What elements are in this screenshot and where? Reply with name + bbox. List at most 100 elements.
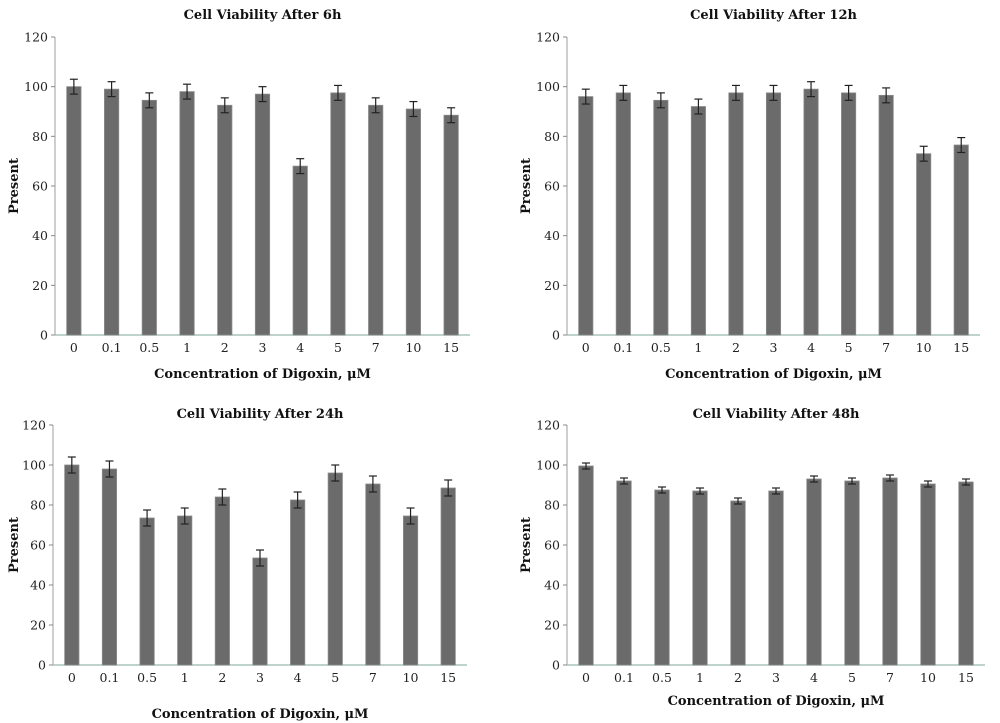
x-tick-label: 2 [221,340,229,355]
x-tick-label: 2 [734,670,742,685]
bar [616,480,632,666]
bar [878,94,894,336]
x-tick-label: 0.5 [139,340,159,355]
x-tick-label: 4 [296,340,304,355]
bar [728,92,744,336]
x-tick-label: 15 [443,340,459,355]
x-tick-label: 7 [886,670,894,685]
x-tick-label: 0.1 [102,340,122,355]
bar [365,483,381,666]
y-tick-label: 20 [544,618,560,633]
x-tick-label: 3 [772,670,780,685]
bar [916,153,932,336]
y-tick-label: 0 [40,328,48,343]
y-tick-label: 60 [30,538,46,553]
bar [177,515,193,666]
x-tick-label: 15 [440,670,456,685]
y-tick-label: 100 [536,79,560,94]
bar [841,92,857,336]
y-tick-label: 20 [32,278,48,293]
x-axis-label: Concentration of Digoxin, μM [668,694,885,709]
x-axis-label: Concentration of Digoxin, μM [665,367,882,382]
y-tick-label: 120 [22,418,46,433]
bar [578,465,594,666]
y-tick-label: 60 [32,179,48,194]
x-tick-label: 5 [848,670,856,685]
bar [440,487,456,666]
x-tick-label: 1 [694,340,702,355]
y-tick-label: 80 [544,498,560,513]
bar [578,96,594,336]
bar [64,464,80,666]
y-tick-label: 100 [22,458,46,473]
y-axis-label: Present [7,517,22,573]
bar [66,86,82,336]
x-tick-label: 7 [882,340,890,355]
y-tick-label: 40 [544,228,560,243]
x-tick-label: 7 [369,670,377,685]
x-tick-label: 3 [256,670,264,685]
x-tick-label: 1 [181,670,189,685]
bar [806,478,822,666]
y-tick-label: 20 [30,618,46,633]
bar [104,88,120,336]
y-tick-label: 60 [544,179,560,194]
bar [958,481,974,666]
bar [141,99,157,336]
x-tick-label: 0 [70,340,78,355]
y-tick-label: 0 [38,658,46,673]
x-tick-label: 0.1 [614,670,634,685]
x-tick-label: 0.1 [613,340,633,355]
x-tick-label: 0.1 [100,670,120,685]
y-tick-label: 40 [32,228,48,243]
bar [443,114,459,336]
bar [654,489,670,666]
x-tick-label: 4 [807,340,815,355]
bar [327,472,343,666]
y-tick-label: 0 [552,658,560,673]
bar [290,499,306,666]
x-tick-label: 2 [732,340,740,355]
chart-panel-3: Cell Viability After 24h0204060801001200… [7,407,467,722]
x-tick-label: 10 [405,340,421,355]
y-tick-label: 100 [536,458,560,473]
y-tick-label: 80 [30,498,46,513]
bar [214,496,230,666]
bar [292,165,308,336]
bar [139,517,155,666]
bar [803,88,819,336]
x-tick-label: 0 [582,670,590,685]
x-tick-label: 0 [582,340,590,355]
bar [254,93,271,336]
x-tick-label: 10 [916,340,932,355]
x-tick-label: 4 [810,670,818,685]
y-axis-label: Present [7,158,22,214]
bar [179,91,195,336]
x-tick-label: 5 [845,340,853,355]
y-tick-label: 0 [552,328,560,343]
y-tick-label: 120 [536,30,560,45]
x-tick-label: 10 [920,670,936,685]
chart-title: Cell Viability After 6h [184,8,342,23]
x-tick-label: 5 [334,340,342,355]
y-tick-label: 40 [544,578,560,593]
chart-title: Cell Viability After 48h [693,407,860,422]
x-tick-label: 7 [372,340,380,355]
x-tick-label: 15 [953,340,969,355]
bar [653,99,669,336]
x-tick-label: 0.5 [652,670,672,685]
x-tick-label: 1 [183,340,191,355]
y-tick-label: 40 [30,578,46,593]
x-tick-label: 5 [331,670,339,685]
x-tick-label: 0.5 [651,340,671,355]
x-tick-label: 3 [259,340,267,355]
y-tick-label: 120 [24,30,48,45]
bar [692,490,708,666]
x-axis-label: Concentration of Digoxin, μM [154,367,371,382]
bar [882,477,898,666]
x-tick-label: 3 [770,340,778,355]
bar [252,557,268,666]
x-tick-label: 10 [403,670,419,685]
chart-panel-2: Cell Viability After 12h0204060801001200… [519,8,980,382]
chart-panel-4: Cell Viability After 48h0204060801001200… [519,407,985,709]
